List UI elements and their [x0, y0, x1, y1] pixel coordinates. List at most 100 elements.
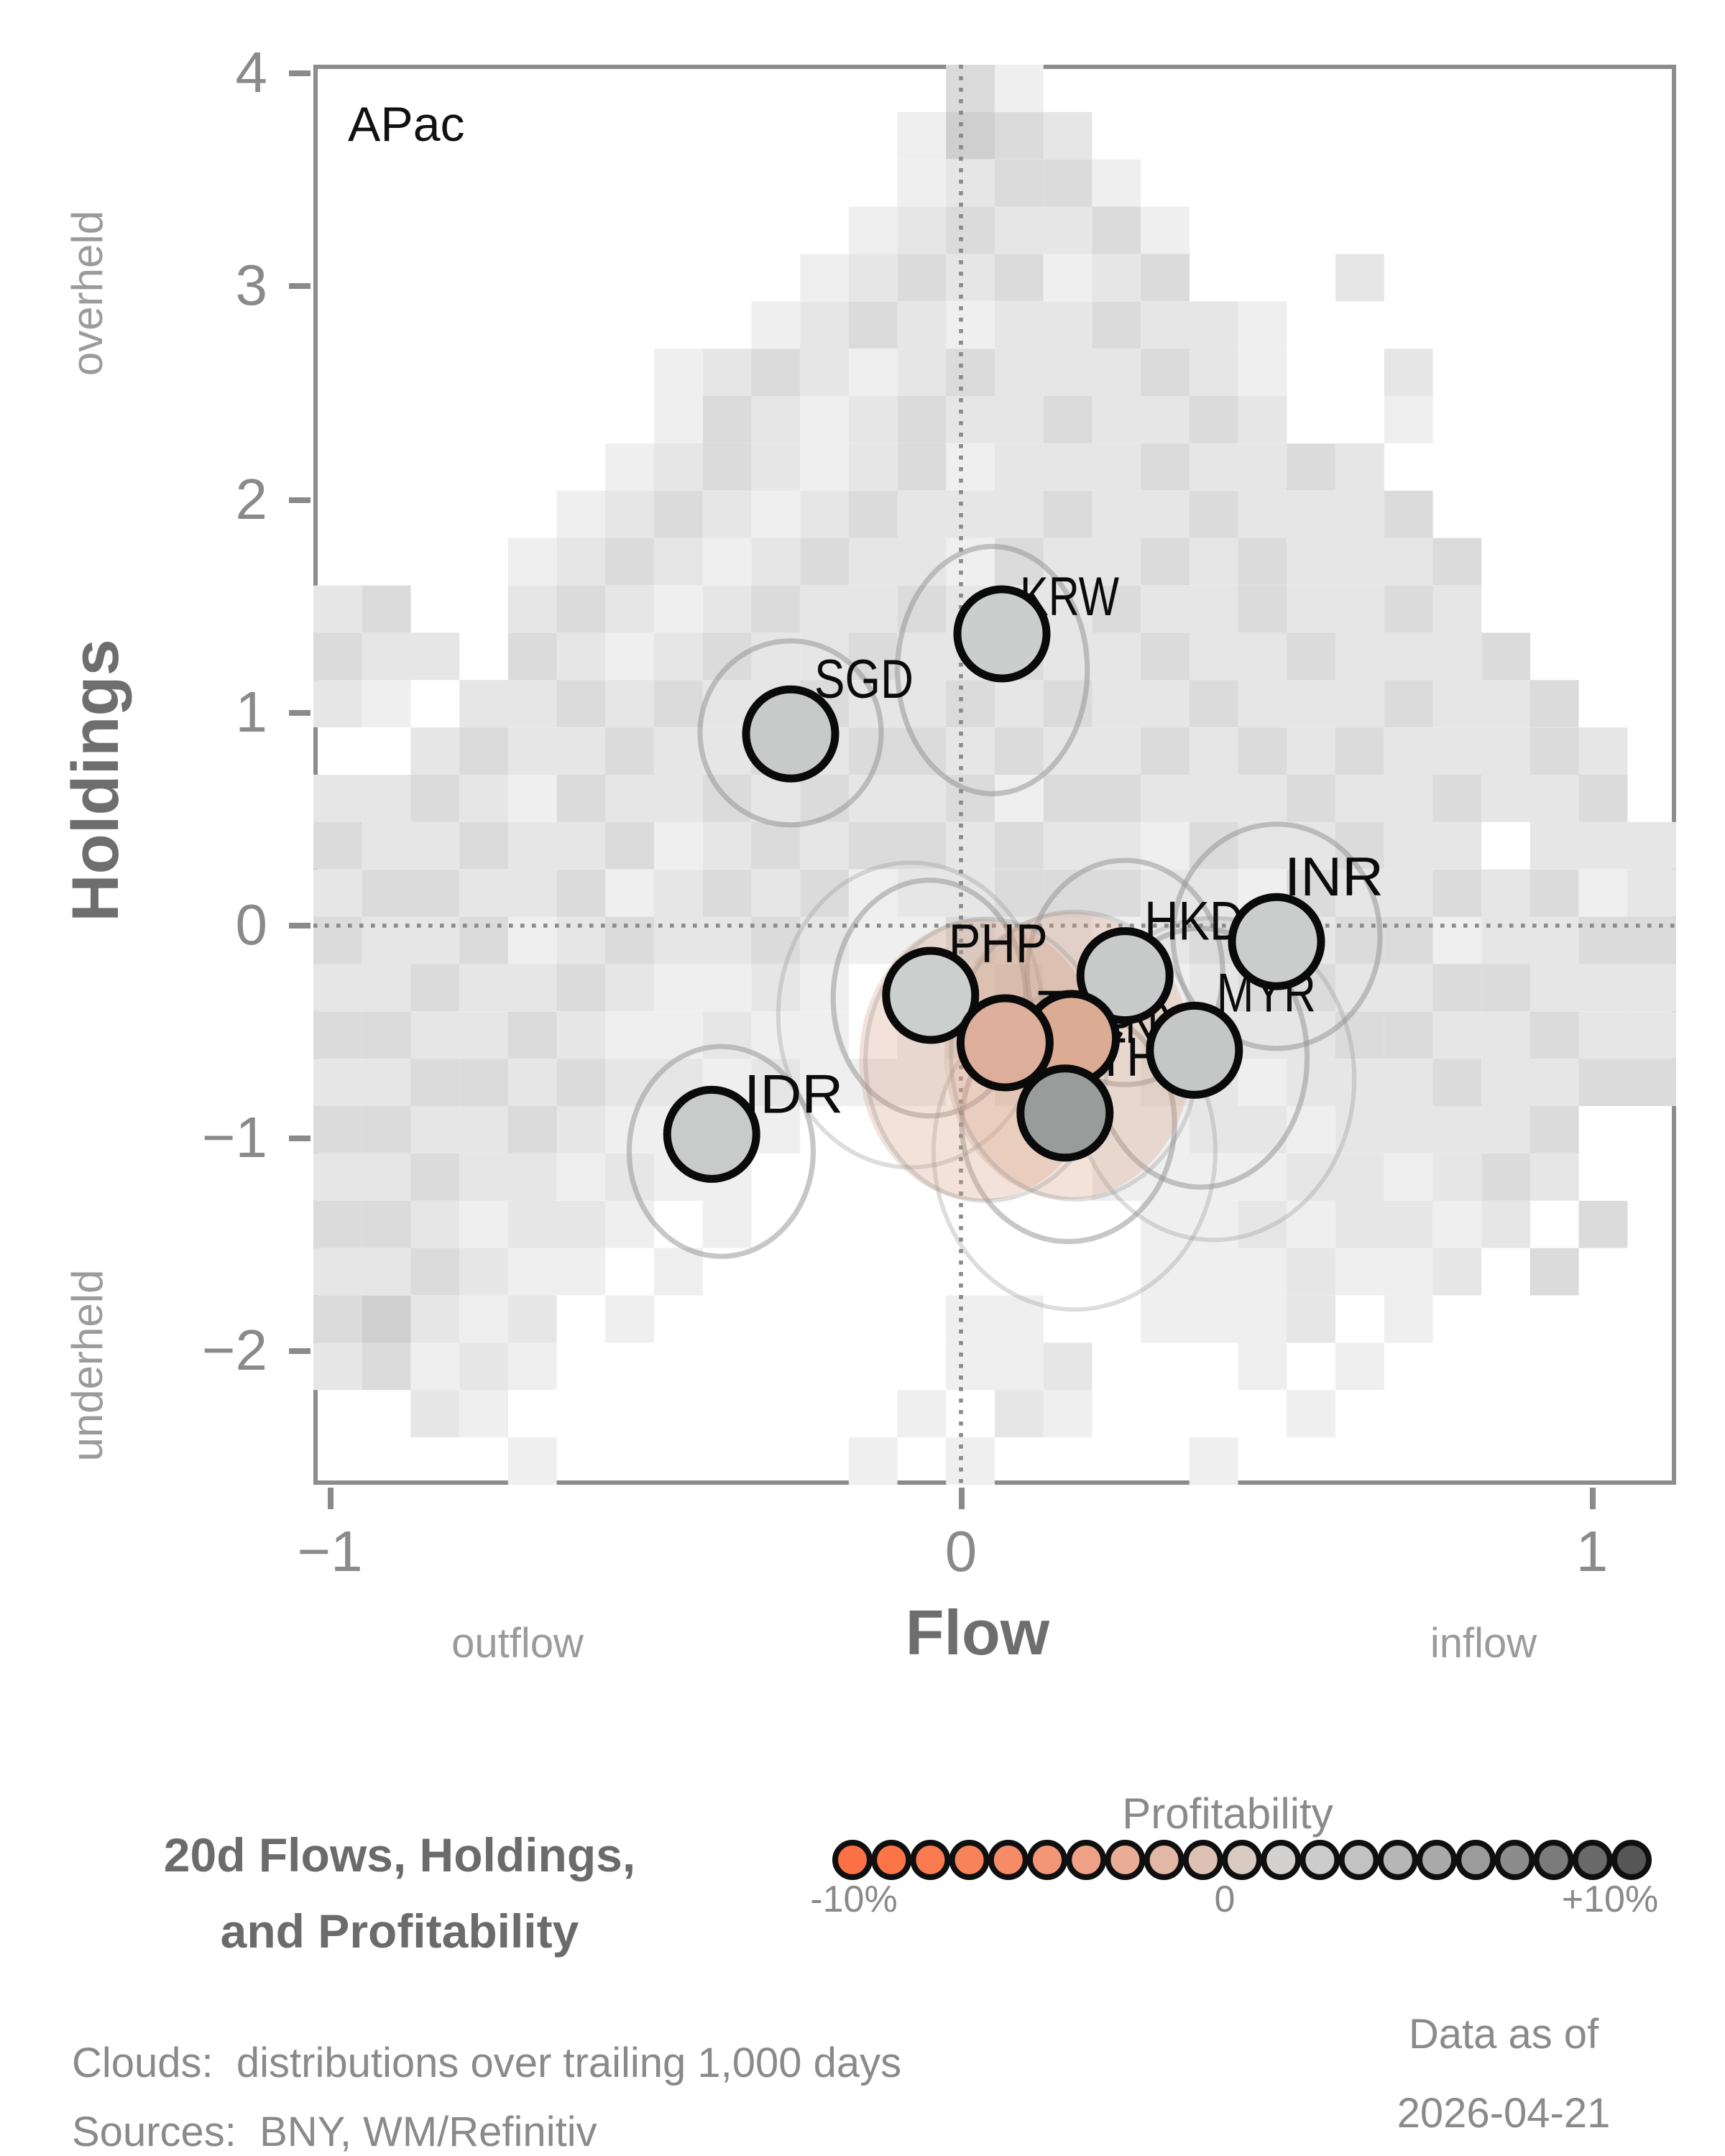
heatmap-cell	[654, 869, 703, 917]
heatmap-cell	[1530, 821, 1579, 870]
heatmap-cell	[995, 206, 1044, 254]
heatmap-cell	[1238, 490, 1287, 538]
heatmap-cell	[1043, 775, 1092, 822]
heatmap-cell	[1189, 680, 1238, 727]
colorbar-dot	[1611, 1840, 1652, 1880]
heatmap-cell	[1335, 1059, 1384, 1106]
heatmap-cell	[410, 964, 460, 1012]
heatmap-cell	[848, 585, 898, 633]
heatmap-cell	[897, 821, 947, 870]
heatmap-cell	[410, 869, 460, 917]
heatmap-cell	[946, 821, 995, 870]
heatmap-cell	[507, 1342, 557, 1391]
heatmap-cell	[1432, 1106, 1482, 1153]
heatmap-cell	[1384, 632, 1433, 681]
heatmap-cell	[1043, 159, 1092, 207]
colorbar-dot	[1377, 1840, 1418, 1880]
heatmap-cell	[1043, 821, 1092, 870]
heatmap-cell	[362, 1011, 411, 1059]
heatmap-cell	[459, 1295, 508, 1343]
heatmap-cell	[1627, 1011, 1676, 1059]
heatmap-cell	[556, 821, 606, 870]
heatmap-cell	[751, 775, 801, 822]
heatmap-cell	[556, 869, 606, 917]
heatmap-cell	[1384, 821, 1433, 870]
heatmap-cell	[313, 585, 362, 633]
heatmap-cell	[410, 1342, 460, 1391]
heatmap-cell	[313, 1153, 362, 1201]
heatmap-cell	[946, 490, 995, 538]
heatmap-cell	[459, 1342, 508, 1391]
heatmap-cell	[1092, 538, 1141, 586]
heatmap-cell	[1530, 916, 1579, 964]
marker-HKD	[1076, 927, 1174, 1025]
y-tick-mark	[289, 497, 310, 503]
heatmap-cell	[605, 775, 654, 822]
cloud-ring	[1024, 857, 1225, 1087]
heatmap-cell	[1189, 1153, 1238, 1201]
heatmap-cell	[751, 585, 801, 633]
colorbar-dot	[1572, 1840, 1613, 1880]
heatmap-cell	[1481, 1011, 1530, 1059]
heatmap-cell	[1043, 111, 1092, 160]
x-tick-label: 1	[1576, 1521, 1609, 1584]
heatmap-cell	[1578, 1059, 1628, 1106]
heatmap-cell	[1189, 632, 1238, 681]
heatmap-cell	[556, 680, 606, 727]
heatmap-cell	[1238, 727, 1287, 775]
heatmap-cell	[507, 1106, 557, 1153]
heatmap-cell	[459, 821, 508, 870]
asof-line1: Data as of	[1408, 2012, 1599, 2058]
x-tick-label: −1	[297, 1521, 363, 1584]
heatmap-cell	[897, 349, 947, 396]
legend-min-label: -10%	[810, 1877, 898, 1920]
heatmap-cell	[800, 443, 849, 491]
cloud-ring	[1170, 821, 1383, 1051]
heatmap-cell	[995, 65, 1044, 112]
heatmap-cell	[1238, 632, 1287, 681]
heatmap-cell	[459, 1011, 508, 1059]
heatmap-cell	[848, 301, 898, 349]
x-axis-label: Flow	[905, 1598, 1050, 1669]
x-tick-mark	[1589, 1488, 1595, 1509]
heatmap-cell	[605, 538, 654, 586]
heatmap-cell	[313, 869, 362, 917]
heatmap-cell	[410, 1200, 460, 1248]
heatmap-cell	[507, 1153, 557, 1201]
heatmap-cell	[1092, 396, 1141, 443]
heatmap-cell	[1238, 775, 1287, 822]
heatmap-cell	[1335, 821, 1384, 870]
heatmap-cell	[507, 680, 557, 727]
heatmap-cell	[654, 680, 703, 727]
colorbar-dot	[1533, 1840, 1574, 1880]
heatmap-cell	[313, 680, 362, 727]
heatmap-cell	[848, 254, 898, 302]
heatmap-cell	[1335, 1106, 1384, 1153]
heatmap-cell	[654, 443, 703, 491]
heatmap-cell	[605, 490, 654, 538]
heatmap-cell	[1092, 1153, 1141, 1201]
heatmap-cell	[1141, 1106, 1190, 1153]
heatmap-cell	[410, 727, 460, 775]
heatmap-cell	[1481, 680, 1530, 727]
heatmap-cell	[410, 1248, 460, 1296]
heatmap-cell	[605, 443, 654, 491]
heatmap-cell	[459, 1153, 508, 1201]
heatmap-cell	[995, 1390, 1044, 1437]
heatmap-cell	[1384, 1248, 1433, 1296]
heatmap-cell	[1141, 1248, 1190, 1296]
cloud-ring	[830, 877, 1029, 1119]
heatmap-cell	[897, 869, 947, 917]
heatmap-cell	[1384, 680, 1433, 727]
heatmap-cell	[1384, 1106, 1433, 1153]
point-markers	[663, 585, 1325, 1183]
heatmap-cell	[459, 1059, 508, 1106]
heatmap-cell	[556, 964, 606, 1012]
heatmap-cell	[848, 396, 898, 443]
y-tick-label: 1	[235, 681, 268, 745]
heatmap-cell	[800, 585, 849, 633]
heatmap-cell	[605, 869, 654, 917]
heatmap-cell	[605, 1059, 654, 1106]
heatmap-cell	[1189, 1295, 1238, 1343]
heatmap-cell	[1578, 775, 1628, 822]
